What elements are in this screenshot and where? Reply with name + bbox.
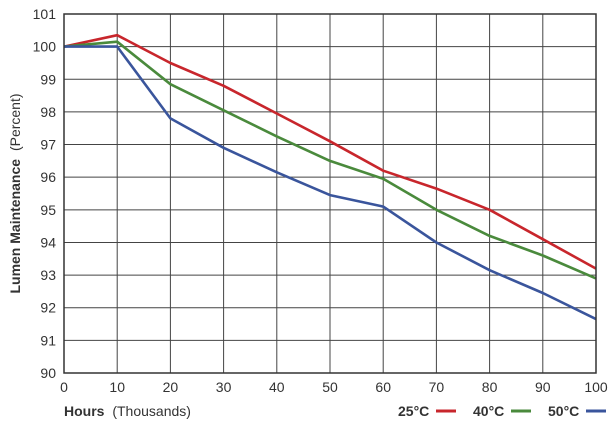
x-tick-label: 60 [375,379,391,395]
grid [63,13,597,374]
legend: 25°C 40°C 50°C [398,403,606,419]
y-tick-label: 99 [40,71,56,87]
y-axis-label-unit: (Percent) [7,93,23,151]
x-tick-labels: 0 10 20 30 40 50 60 70 80 90 100 [60,379,608,395]
x-tick-label: 50 [322,379,338,395]
y-tick-label: 93 [40,267,56,283]
x-tick-label: 0 [60,379,68,395]
x-axis-label-main: Hours [64,403,105,419]
series-lines [63,33,597,321]
series-line-40c [63,40,597,280]
x-tick-label: 10 [109,379,125,395]
y-tick-labels: 90 91 92 93 94 95 96 97 98 99 100 101 [33,6,57,381]
y-tick-label: 92 [40,300,56,316]
y-tick-label: 90 [40,365,56,381]
y-axis-label: Lumen Maintenance (Percent) [7,93,23,293]
series-line-25c [63,33,597,270]
y-tick-label: 97 [40,137,56,153]
legend-label: 25°C [398,403,429,419]
y-axis-label-main: Lumen Maintenance [7,159,23,294]
legend-label: 40°C [473,403,504,419]
x-tick-label: 40 [269,379,285,395]
x-axis-label-unit: (Thousands) [112,403,191,419]
y-tick-label: 95 [40,202,56,218]
y-tick-label: 94 [40,234,56,250]
x-tick-label: 80 [482,379,498,395]
y-tick-label: 101 [33,6,57,22]
y-tick-label: 100 [33,39,57,55]
x-axis-label: Hours (Thousands) [64,403,191,419]
series-line-50c [64,45,597,321]
x-tick-label: 20 [163,379,179,395]
y-tick-label: 91 [40,332,56,348]
y-tick-label: 98 [40,104,56,120]
x-tick-label: 70 [429,379,445,395]
legend-label: 50°C [548,403,579,419]
x-tick-label: 100 [584,379,608,395]
plot-frame [63,13,597,374]
x-tick-label: 30 [216,379,232,395]
x-tick-label: 90 [535,379,551,395]
y-tick-label: 96 [40,169,56,185]
